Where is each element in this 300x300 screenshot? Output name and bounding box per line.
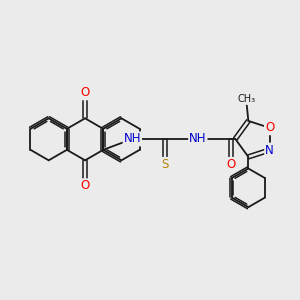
Text: NH: NH xyxy=(189,132,207,146)
Text: CH₃: CH₃ xyxy=(238,94,256,104)
Text: O: O xyxy=(80,179,90,192)
Text: NH: NH xyxy=(124,132,141,146)
Text: N: N xyxy=(265,143,274,157)
Text: O: O xyxy=(226,158,235,171)
Text: O: O xyxy=(80,86,90,99)
Text: S: S xyxy=(161,158,169,171)
Text: O: O xyxy=(265,121,274,134)
